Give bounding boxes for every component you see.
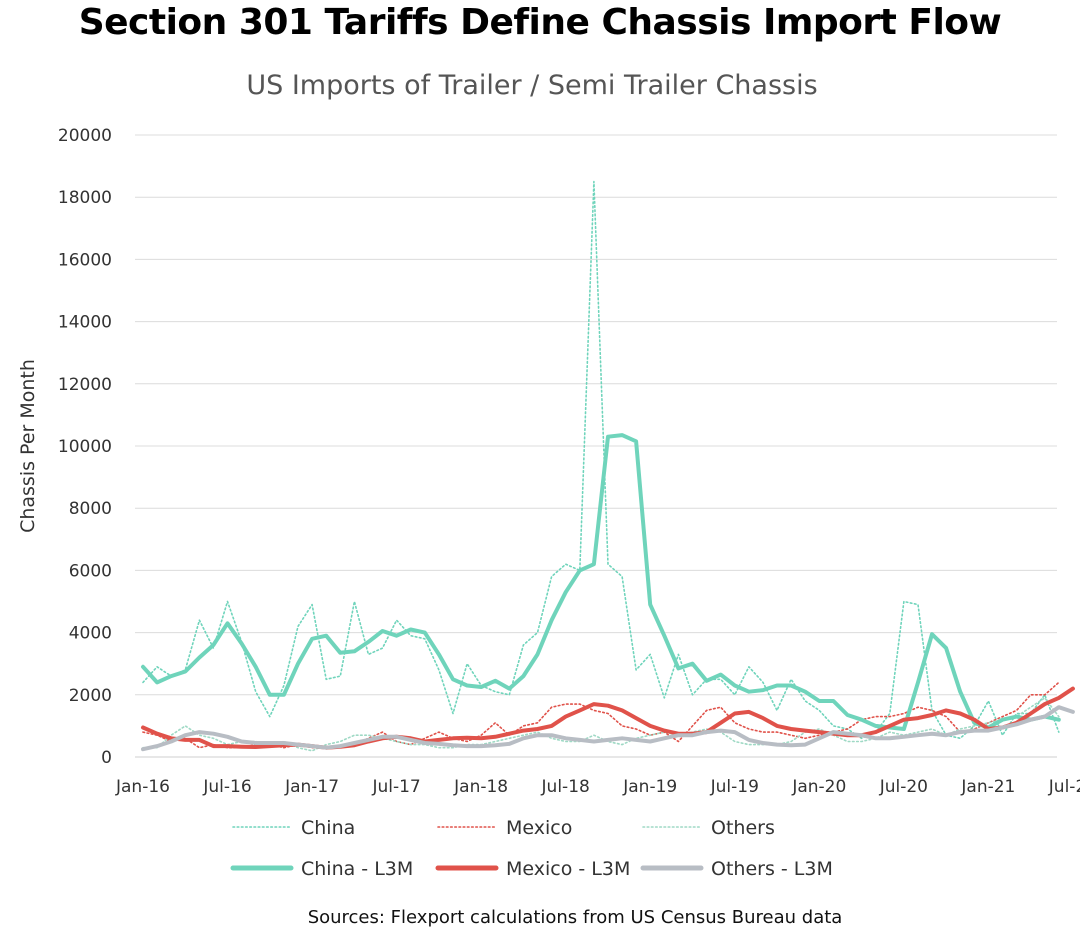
x-tick-label: Jan-18	[453, 777, 508, 797]
y-tick-label: 18000	[58, 188, 112, 208]
x-tick-label: Jan-19	[622, 777, 677, 797]
x-tick-label: Jan-17	[284, 777, 339, 797]
x-tick-label: Jan-21	[960, 777, 1015, 797]
y-tick-label: 6000	[69, 561, 112, 581]
y-tick-label: 14000	[58, 313, 112, 333]
legend-label: China	[301, 817, 355, 839]
x-tick-label: Jul-18	[541, 777, 590, 797]
legend-label: Mexico - L3M	[506, 858, 630, 880]
series-line-others-l3m	[141, 705, 1075, 752]
x-tick-label: Jul-19	[710, 777, 759, 797]
x-tick-label: Jan-20	[791, 777, 846, 797]
y-tick-label: 20000	[58, 126, 112, 146]
chart-title: Section 301 Tariffs Define Chassis Impor…	[78, 2, 1002, 43]
y-tick-label: 0	[101, 748, 112, 768]
series-line-china-l3m	[141, 433, 1061, 731]
legend-label: Mexico	[506, 817, 572, 839]
series-line-china	[142, 180, 1060, 740]
x-tick-label: Jul-16	[202, 777, 251, 797]
y-tick-label: 16000	[58, 250, 112, 270]
legend-label: Others - L3M	[711, 858, 833, 880]
y-axis-label: Chassis Per Month	[17, 359, 39, 533]
legend-label: Others	[711, 817, 775, 839]
source-note: Sources: Flexport calculations from US C…	[307, 907, 843, 928]
x-tick-label: Jul-20	[879, 777, 928, 797]
y-tick-label: 2000	[69, 686, 112, 706]
y-tick-label: 8000	[69, 499, 112, 519]
y-tick-label: 4000	[69, 624, 112, 644]
y-tick-label: 10000	[58, 437, 112, 457]
x-tick-label: Jan-16	[115, 777, 170, 797]
chart-subtitle: US Imports of Trailer / Semi Trailer Cha…	[246, 70, 818, 101]
series-line-mexico	[142, 681, 1060, 749]
x-tick-label: Jul-21	[1048, 777, 1080, 797]
x-tick-label: Jul-17	[371, 777, 420, 797]
legend-label: China - L3M	[301, 858, 413, 880]
y-tick-label: 12000	[58, 375, 112, 395]
